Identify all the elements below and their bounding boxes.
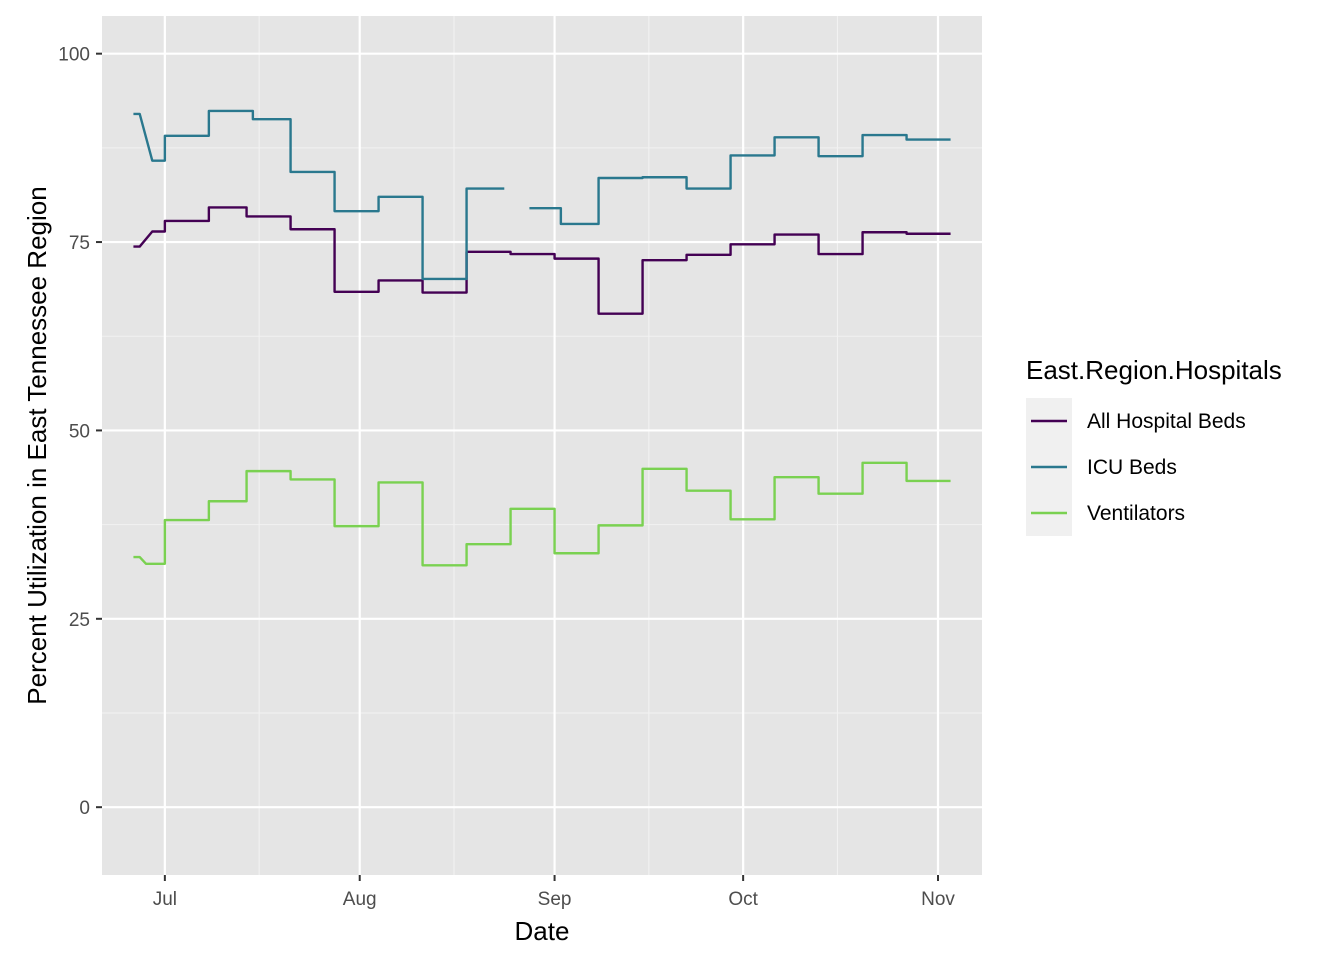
legend-title: East.Region.Hospitals bbox=[1026, 355, 1282, 385]
x-tick-label: Aug bbox=[343, 889, 377, 910]
legend-label: All Hospital Beds bbox=[1087, 410, 1246, 433]
y-tick-label: 50 bbox=[69, 421, 90, 442]
legend-items: All Hospital Beds ICU Beds Ventilators bbox=[1031, 410, 1246, 525]
series-line-ventilators bbox=[133, 461, 951, 567]
legend: East.Region.Hospitals All Hospital Beds I… bbox=[1026, 355, 1282, 536]
y-tick-label: 100 bbox=[58, 45, 90, 66]
y-axis: 0 25 50 75 100 bbox=[58, 45, 102, 819]
x-axis-title: Date bbox=[515, 916, 570, 946]
x-tick-label: Oct bbox=[728, 889, 758, 910]
series-line-all-hospital-beds bbox=[133, 206, 951, 315]
x-axis: Jul Aug Sep Oct Nov bbox=[153, 875, 955, 910]
series-lines bbox=[133, 109, 951, 567]
x-tick-label: Jul bbox=[153, 889, 177, 910]
minor-gridlines bbox=[102, 16, 982, 875]
x-tick-label: Sep bbox=[538, 889, 572, 910]
legend-label: ICU Beds bbox=[1087, 456, 1177, 479]
series-line-icu-beds bbox=[133, 109, 951, 281]
y-axis-title: Percent Utilization in East Tennessee Re… bbox=[22, 186, 52, 704]
y-tick-label: 0 bbox=[79, 798, 90, 819]
major-gridlines bbox=[102, 16, 982, 875]
y-tick-label: 75 bbox=[69, 233, 90, 254]
plot-panel bbox=[102, 16, 982, 875]
legend-label: Ventilators bbox=[1087, 502, 1185, 525]
x-tick-label: Nov bbox=[921, 889, 955, 910]
y-tick-label: 25 bbox=[69, 610, 90, 631]
